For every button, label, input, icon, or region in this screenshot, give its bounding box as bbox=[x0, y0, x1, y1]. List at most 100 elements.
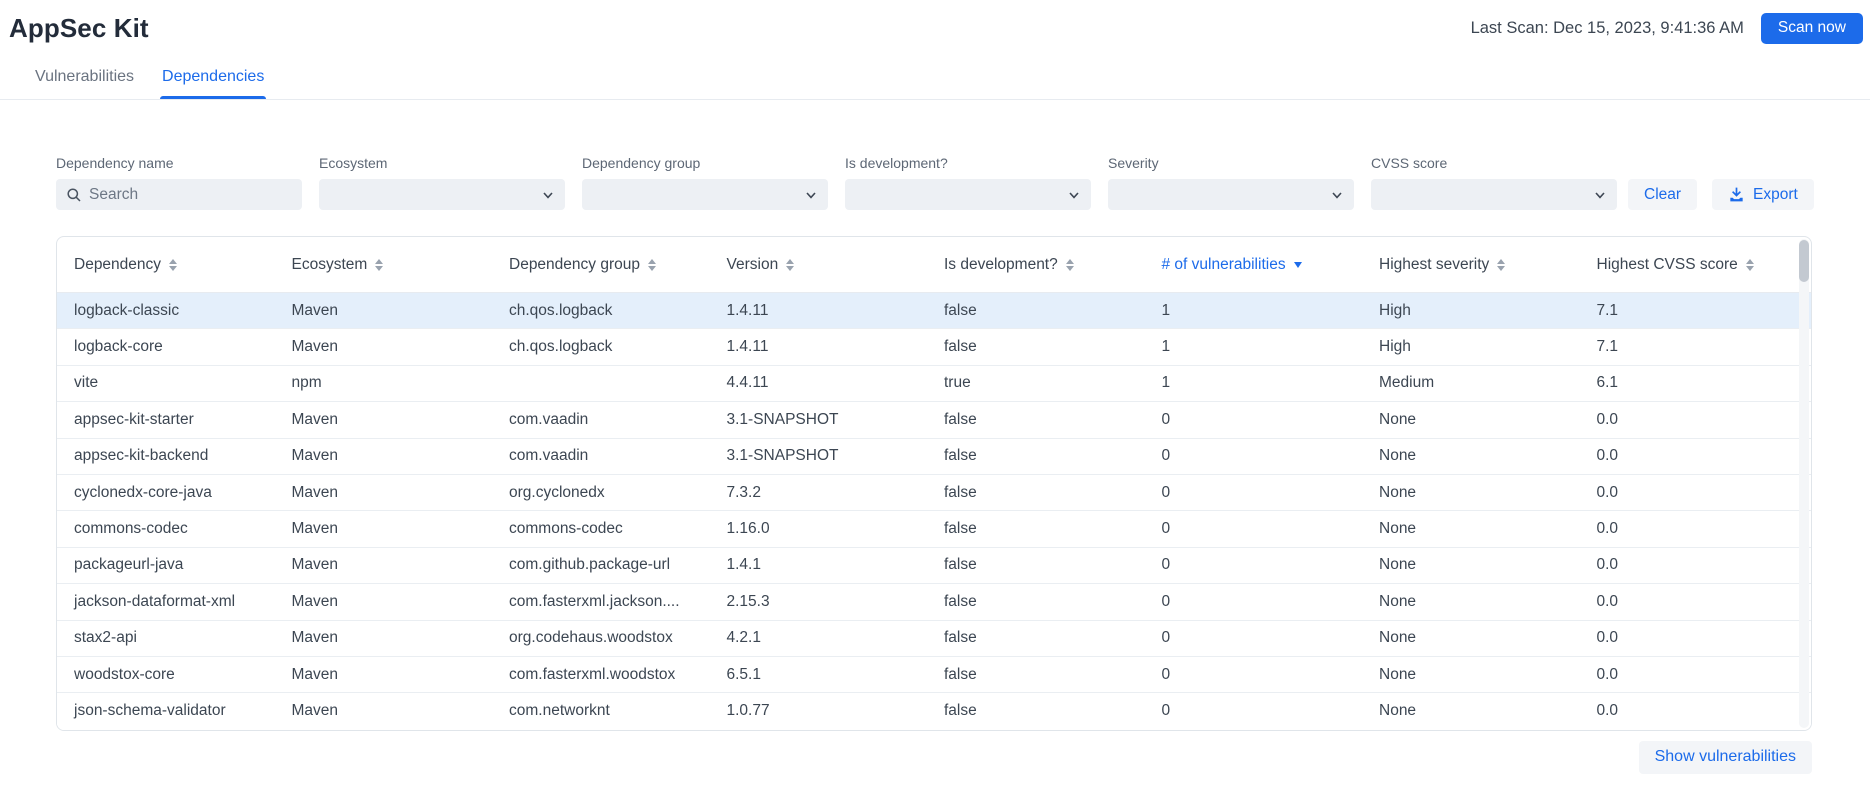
cell-dependency-group: com.vaadin bbox=[509, 447, 589, 465]
sort-descending-icon bbox=[1293, 261, 1302, 268]
ecosystem-select[interactable] bbox=[319, 179, 565, 210]
cell-version: 4.4.11 bbox=[726, 374, 769, 392]
cell-num-vulnerabilities: 0 bbox=[1161, 592, 1171, 610]
table-row[interactable]: logback-classic Maven ch.qos.logback 1.4… bbox=[57, 293, 1811, 330]
sort-icon bbox=[786, 258, 795, 271]
cell-is-development: false bbox=[944, 483, 977, 501]
filter-label-severity: Severity bbox=[1108, 155, 1159, 171]
header-cell-ecosystem[interactable]: Ecosystem bbox=[275, 256, 493, 274]
cell-highest-cvss-score: 7.1 bbox=[1596, 338, 1619, 356]
cell-highest-cvss-score: 7.1 bbox=[1596, 301, 1619, 319]
table-row[interactable]: json-schema-validator Maven com.networkn… bbox=[57, 693, 1811, 730]
cell-highest-cvss-score: 0.0 bbox=[1596, 410, 1619, 428]
clear-button[interactable]: Clear bbox=[1628, 179, 1698, 210]
dependency-group-select[interactable] bbox=[582, 179, 828, 210]
severity-select[interactable] bbox=[1108, 179, 1354, 210]
chevron-down-icon bbox=[1069, 191, 1079, 199]
table-row[interactable]: woodstox-core Maven com.fasterxml.woodst… bbox=[57, 656, 1811, 694]
table-row[interactable]: cyclonedx-core-java Maven org.cyclonedx … bbox=[57, 474, 1811, 512]
table-row[interactable]: commons-codec Maven commons-codec 1.16.0… bbox=[57, 511, 1811, 548]
cell-dependency-group: ch.qos.logback bbox=[509, 338, 613, 356]
cell-version: 1.16.0 bbox=[726, 520, 770, 538]
cell-num-vulnerabilities: 0 bbox=[1161, 447, 1171, 465]
cell-ecosystem: Maven bbox=[291, 338, 339, 356]
cell-num-vulnerabilities: 0 bbox=[1161, 483, 1171, 501]
last-scan-text: Last Scan: Dec 15, 2023, 9:41:36 AM bbox=[1470, 18, 1744, 37]
cell-is-development: false bbox=[944, 447, 977, 465]
header-cell-is-development[interactable]: Is development? bbox=[927, 256, 1145, 274]
table-row[interactable]: logback-core Maven ch.qos.logback 1.4.11… bbox=[57, 329, 1811, 366]
tab-vulnerabilities[interactable]: Vulnerabilities bbox=[35, 68, 135, 85]
header-label: Dependency group bbox=[509, 255, 640, 273]
table-row[interactable]: jackson-dataformat-xml Maven com.fasterx… bbox=[57, 584, 1811, 621]
cell-ecosystem: Maven bbox=[291, 410, 339, 428]
cell-highest-cvss-score: 0.0 bbox=[1596, 447, 1619, 465]
table-header-row: Dependency Ecosystem Dependency group Ve… bbox=[57, 237, 1811, 293]
table-row[interactable]: vite npm 4.4.11 true 1 Medium 6.1 bbox=[57, 365, 1811, 403]
cell-is-development: false bbox=[944, 338, 977, 356]
chevron-down-icon bbox=[1595, 191, 1605, 199]
export-button[interactable]: Export bbox=[1712, 179, 1814, 210]
table-scrollbar[interactable] bbox=[1799, 239, 1809, 728]
cell-version: 6.5.1 bbox=[726, 665, 761, 683]
filter-dependency-group: Dependency group bbox=[582, 155, 828, 210]
cell-highest-cvss-score: 0.0 bbox=[1596, 702, 1619, 720]
scrollbar-thumb[interactable] bbox=[1799, 240, 1809, 282]
cell-dependency-group: commons-codec bbox=[509, 520, 623, 538]
table-row[interactable]: appsec-kit-backend Maven com.vaadin 3.1-… bbox=[57, 438, 1811, 475]
chevron-down-icon bbox=[543, 191, 553, 199]
cell-dependency-group: com.fasterxml.jackson.... bbox=[509, 592, 680, 610]
filter-label-dependency-group: Dependency group bbox=[582, 155, 701, 171]
tab-dependencies[interactable]: Dependencies bbox=[160, 60, 267, 99]
cell-ecosystem: Maven bbox=[291, 301, 339, 319]
cell-num-vulnerabilities: 0 bbox=[1161, 556, 1171, 574]
cell-highest-severity: None bbox=[1379, 702, 1417, 720]
filter-dependency-name: Dependency name bbox=[56, 155, 302, 210]
cell-version: 4.2.1 bbox=[726, 629, 761, 647]
cell-dependency-group: com.networknt bbox=[509, 702, 610, 720]
table-row[interactable]: stax2-api Maven org.codehaus.woodstox 4.… bbox=[57, 620, 1811, 657]
search-box bbox=[56, 179, 302, 210]
cell-dependency-group: com.fasterxml.woodstox bbox=[509, 665, 676, 683]
cell-dependency-group: org.cyclonedx bbox=[509, 483, 605, 501]
cell-dependency-group: ch.qos.logback bbox=[509, 301, 613, 319]
export-button-label: Export bbox=[1753, 185, 1798, 203]
header-cell-highest-cvss-score[interactable]: Highest CVSS score bbox=[1580, 256, 1798, 274]
sort-icon bbox=[1065, 258, 1074, 271]
cvss-score-select[interactable] bbox=[1371, 179, 1617, 210]
cell-num-vulnerabilities: 1 bbox=[1161, 374, 1171, 392]
is-development-select[interactable] bbox=[845, 179, 1091, 210]
cell-highest-cvss-score: 0.0 bbox=[1596, 556, 1619, 574]
scan-now-button[interactable]: Scan now bbox=[1760, 12, 1863, 44]
cell-ecosystem: Maven bbox=[291, 665, 339, 683]
cell-is-development: false bbox=[944, 702, 977, 720]
cell-num-vulnerabilities: 0 bbox=[1161, 702, 1171, 720]
cell-num-vulnerabilities: 1 bbox=[1161, 301, 1171, 319]
table-row[interactable]: appsec-kit-starter Maven com.vaadin 3.1-… bbox=[57, 402, 1811, 439]
cell-highest-cvss-score: 0.0 bbox=[1596, 665, 1619, 683]
header-cell-num-vulnerabilities[interactable]: # of vulnerabilities bbox=[1145, 256, 1363, 274]
sort-icon bbox=[375, 258, 384, 271]
cell-dependency: logback-core bbox=[74, 338, 163, 356]
table-row[interactable]: packageurl-java Maven com.github.package… bbox=[57, 547, 1811, 585]
search-icon bbox=[67, 187, 81, 202]
cell-is-development: false bbox=[944, 301, 977, 319]
search-input[interactable] bbox=[89, 185, 292, 204]
cell-num-vulnerabilities: 1 bbox=[1161, 338, 1171, 356]
filter-is-development: Is development? bbox=[845, 155, 1091, 210]
show-vulnerabilities-button[interactable]: Show vulnerabilities bbox=[1638, 740, 1812, 774]
cell-is-development: false bbox=[944, 592, 977, 610]
sort-icon bbox=[169, 258, 178, 271]
header-cell-highest-severity[interactable]: Highest severity bbox=[1362, 256, 1580, 274]
cell-version: 1.4.11 bbox=[726, 301, 769, 319]
header-cell-version[interactable]: Version bbox=[710, 256, 928, 274]
cell-version: 7.3.2 bbox=[726, 483, 761, 501]
header-cell-dependency-group[interactable]: Dependency group bbox=[492, 256, 710, 274]
download-icon bbox=[1730, 187, 1743, 202]
page-title: AppSec Kit bbox=[9, 12, 149, 43]
cell-dependency: jackson-dataformat-xml bbox=[74, 592, 236, 610]
header-cell-dependency[interactable]: Dependency bbox=[57, 256, 275, 274]
cell-dependency: vite bbox=[74, 374, 99, 392]
cell-dependency-group: com.vaadin bbox=[509, 410, 589, 428]
table-body: logback-classic Maven ch.qos.logback 1.4… bbox=[57, 293, 1811, 730]
